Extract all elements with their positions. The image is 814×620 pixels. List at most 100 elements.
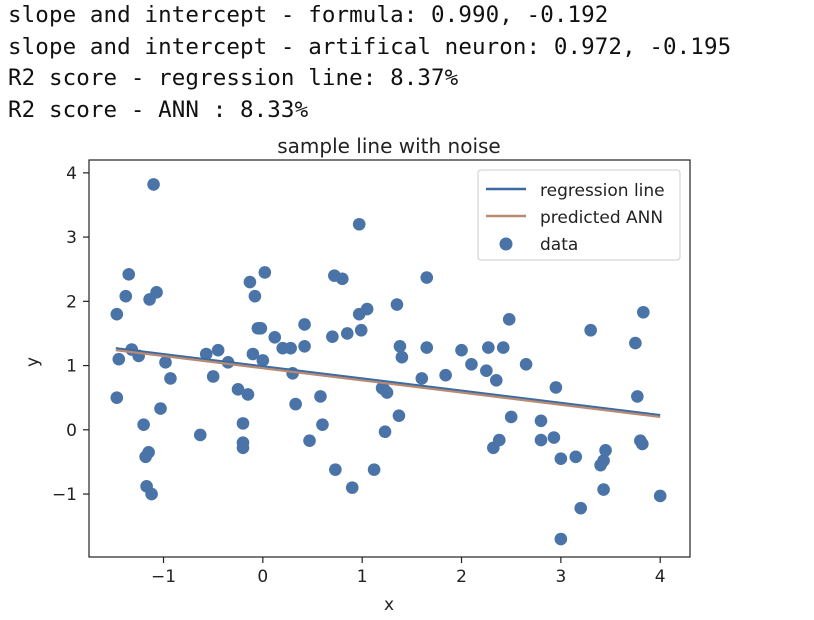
data-point	[554, 452, 568, 466]
legend-label-data: data	[540, 235, 578, 255]
data-point	[354, 323, 368, 337]
data-point	[316, 418, 329, 431]
x-axis-label: x	[384, 595, 394, 615]
y-tick-label: −1	[52, 485, 77, 505]
data-point	[336, 272, 349, 286]
data-point	[597, 483, 610, 496]
data-point	[154, 402, 167, 415]
x-tick-label: 4	[655, 567, 666, 587]
data-point	[569, 450, 583, 464]
output-line-neuron: slope and intercept - artifical neuron: …	[8, 33, 732, 60]
data-point	[584, 323, 597, 337]
data-point	[298, 318, 311, 331]
data-point	[211, 343, 225, 357]
cell-output: slope and intercept - formula: 0.990, -0…	[8, 0, 808, 126]
y-tick-label: 1	[66, 357, 77, 377]
data-point	[241, 388, 255, 401]
data-point	[489, 374, 503, 387]
legend-label-predicted-ann: predicted ANN	[540, 208, 663, 228]
data-point	[415, 372, 429, 385]
data-point	[159, 356, 172, 369]
data-point	[142, 445, 155, 459]
plot-frame	[88, 159, 691, 558]
data-point	[236, 441, 250, 455]
data-point	[547, 431, 561, 444]
data-point	[145, 487, 158, 501]
data-point	[395, 350, 409, 364]
data-point	[420, 271, 434, 284]
regression-line	[115, 347, 661, 417]
data-point	[112, 352, 126, 366]
data-point	[329, 463, 342, 476]
data-point	[393, 339, 407, 353]
y-tick-label: 4	[66, 164, 77, 184]
data-point	[110, 391, 124, 404]
data-point	[231, 383, 245, 396]
legend-swatch-data	[499, 237, 513, 251]
data-point	[199, 347, 213, 361]
data-point	[298, 339, 311, 353]
data-point	[392, 409, 406, 422]
legend-label-regression-line: regression line	[540, 181, 665, 201]
data-point	[574, 501, 588, 515]
data-point	[637, 305, 650, 319]
data-point	[534, 414, 548, 428]
data-point	[465, 357, 478, 371]
data-point	[380, 386, 394, 399]
data-point	[420, 341, 434, 354]
data-point	[360, 302, 374, 316]
data-point	[519, 357, 533, 371]
y-tick-label: 0	[66, 421, 77, 441]
predicted-ann-line	[115, 349, 661, 419]
x-tick-label: 3	[555, 567, 566, 587]
data-point	[268, 331, 282, 344]
data-point	[119, 289, 133, 303]
x-tick-label: 0	[257, 567, 268, 587]
y-axis-label: y	[23, 357, 43, 367]
data-point	[367, 463, 381, 476]
data-point	[390, 298, 404, 311]
data-point	[206, 370, 220, 383]
x-tick-label: 2	[456, 567, 467, 587]
data-point	[236, 417, 250, 430]
legend: regression line predicted ANN data	[477, 169, 681, 261]
data-point	[248, 289, 262, 303]
data-point	[164, 372, 177, 385]
output-line-r2-ann: R2 score - ANN : 8.33%	[8, 96, 309, 123]
data-point	[502, 313, 516, 326]
data-point	[256, 354, 270, 367]
data-point	[554, 532, 568, 546]
data-point	[439, 368, 452, 382]
data-point	[636, 437, 649, 451]
data-point	[378, 425, 392, 439]
data-point	[352, 217, 366, 231]
legend-box	[477, 169, 681, 261]
data-point	[482, 341, 495, 354]
output-line-r2-regression: R2 score - regression line: 8.37%	[8, 65, 459, 91]
y-tick-label: 3	[66, 228, 77, 248]
data-point	[345, 481, 359, 494]
output-line-formula: slope and intercept - formula: 0.990, -0…	[8, 2, 609, 28]
data-point	[534, 433, 548, 447]
chart-title: sample line with noise	[277, 134, 501, 158]
data-point	[314, 390, 327, 403]
data-point	[631, 390, 644, 403]
data-point	[193, 428, 207, 442]
data-point	[653, 489, 667, 503]
data-point	[549, 381, 563, 394]
data-point	[246, 347, 260, 361]
data-point	[496, 341, 510, 354]
data-point	[340, 327, 354, 340]
data-point	[480, 364, 493, 378]
x-tick-label: −1	[151, 567, 176, 587]
data-point	[122, 268, 136, 281]
data-point	[258, 266, 272, 279]
data-point	[326, 330, 339, 343]
data-point	[243, 275, 257, 289]
data-point	[284, 341, 297, 355]
data-point	[629, 336, 642, 350]
data-point	[137, 418, 150, 431]
data-point	[150, 286, 163, 299]
data-point	[492, 433, 506, 447]
